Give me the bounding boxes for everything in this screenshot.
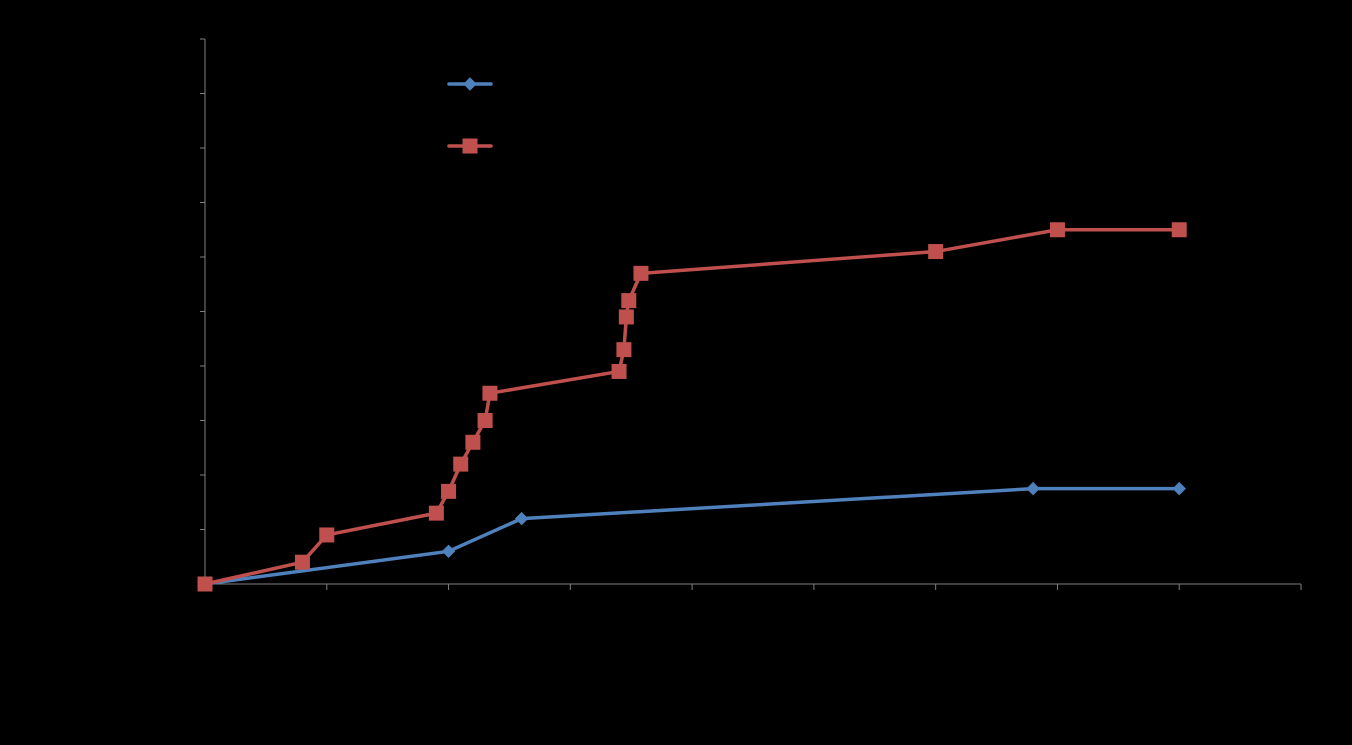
series-1-point: [514, 511, 529, 526]
x-tick-label: 0: [201, 595, 209, 611]
y-tick-label: 9: [187, 86, 195, 102]
series-2-point: [611, 363, 627, 379]
series-1-point: [441, 544, 456, 559]
series-2-point: [319, 527, 335, 543]
y-tick-label: 6: [187, 249, 195, 265]
legend-swatch-marker: [463, 77, 477, 91]
plot-area: [197, 222, 1187, 592]
series-1: [198, 481, 1186, 591]
series-2-point: [621, 293, 637, 309]
series-1-point: [1026, 481, 1040, 496]
y-tick-label: 5: [187, 304, 195, 320]
legend: [447, 77, 493, 154]
series-2-point: [618, 309, 634, 325]
series-2-point: [482, 385, 498, 401]
series-2-point: [453, 456, 469, 472]
series-2-point: [1171, 222, 1187, 238]
series-2: [197, 222, 1187, 592]
x-tick-label: 35: [1050, 595, 1066, 611]
series-2-point: [928, 244, 944, 260]
y-tick-label: 1: [187, 522, 195, 538]
series-2-point: [616, 342, 632, 358]
y-tick-label: 7: [187, 195, 195, 211]
x-tick-label: 45: [1293, 595, 1309, 611]
y-tick-label: 4: [187, 358, 195, 374]
series-2-point: [633, 265, 649, 281]
series-2-point: [1049, 222, 1065, 238]
x-tick-label: 20: [684, 595, 700, 611]
legend-entry-1: [447, 77, 493, 91]
series-1-point: [1172, 481, 1186, 496]
series-2-point: [465, 434, 481, 450]
series-2-point: [294, 554, 310, 570]
series-2-point: [441, 483, 457, 499]
series-1-line: [203, 486, 1181, 586]
series-2-point: [477, 413, 493, 428]
series-2-point: [428, 505, 444, 521]
series-2-point: [197, 576, 213, 592]
y-tick-label: 10: [179, 31, 195, 47]
series-2-line: [203, 228, 1181, 586]
x-tick-label: 5: [323, 595, 331, 611]
x-tick-label: 40: [1171, 595, 1187, 611]
legend-entry-2: [447, 138, 493, 154]
y-tick-label: 0: [187, 576, 195, 592]
y-tick-label: 2: [187, 467, 195, 483]
y-tick-label: 3: [187, 413, 195, 429]
x-tick-label: 15: [563, 595, 579, 611]
x-tick-label: 30: [928, 595, 944, 611]
legend-swatch-marker: [462, 138, 478, 154]
x-tick-label: 25: [806, 595, 822, 611]
x-tick-label: 10: [441, 595, 457, 611]
y-tick-label: 8: [187, 140, 195, 156]
